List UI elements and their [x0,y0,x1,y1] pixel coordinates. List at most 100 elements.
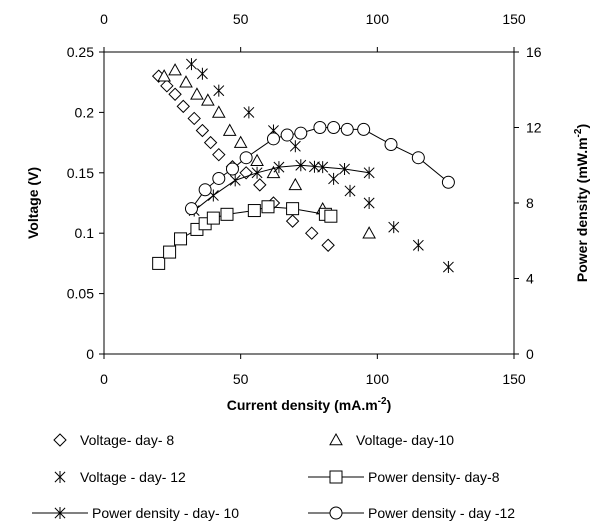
x-top-tick-label: 150 [502,11,526,27]
star-marker [229,174,241,187]
star-marker [54,471,66,483]
triangle-marker [288,177,303,191]
triangle-marker [266,165,281,179]
diamond-marker [53,433,67,447]
y2-axis-title: Power density (mW.m-2) [573,124,590,282]
square-marker [174,232,188,246]
circle-marker [329,506,343,520]
circle-marker [340,122,354,136]
triangle-marker [201,93,215,106]
y2-tick-label: 12 [526,120,542,136]
star-marker [328,172,340,185]
plot-area [103,51,515,355]
circle-marker [225,162,239,176]
triangle-marker [157,69,171,82]
triangle-marker [233,135,248,148]
circle-marker [313,121,327,134]
legend: Voltage- day- 8 Voltage- day-10 Voltage - … [32,432,515,521]
y2-tick-label: 4 [526,271,534,287]
diamond-marker [285,214,300,228]
diamond-marker [160,79,174,93]
triangle-marker [211,105,226,118]
diamond-marker [168,87,182,101]
star-marker [344,184,356,197]
circle-marker [411,151,425,165]
diamond-marker [195,123,210,138]
y-axis-title: Voltage (V) [25,167,41,239]
star-marker [339,163,350,176]
y-tick-label: 0.25 [67,44,94,60]
diamond-marker [176,99,190,114]
diamond-marker [212,147,226,162]
circle-marker [294,126,308,140]
circle-marker [184,202,198,216]
series-4 [152,200,338,270]
triangle-marker [168,63,182,76]
star-marker [363,166,375,179]
circle-marker [212,171,226,185]
y-tick-label: 0.15 [67,165,94,181]
legend-label: Voltage- day- 8 [80,432,174,448]
star-marker [295,159,307,172]
square-marker [247,204,261,218]
triangle-marker [362,226,376,239]
series-line [193,164,370,211]
square-marker [286,202,300,216]
square-marker [152,256,166,270]
triangle-marker [329,432,343,446]
y2-tick-label: 0 [526,346,534,362]
x-top-tick-label: 100 [366,11,390,27]
legend-label: Voltage- day-10 [356,432,454,448]
star-marker [213,84,225,97]
legend-label: Power density - day -12 [368,505,515,521]
triangle-marker [179,75,193,88]
x-tick-label: 150 [502,371,526,387]
square-marker [220,207,234,221]
circle-marker [327,121,341,134]
star-marker [196,67,208,80]
diamond-marker [321,238,335,252]
y-tick-label: 0.1 [75,225,95,241]
circle-marker [357,122,371,136]
y-tick-label: 0.05 [67,286,94,302]
star-marker [54,507,66,519]
series-6 [184,121,455,216]
x-top-tick-label: 0 [100,11,108,27]
x-tick-label: 50 [233,371,249,387]
legend-entry: Voltage- day-10 [329,432,454,448]
circle-marker [198,183,212,197]
square-marker [261,200,275,214]
diamond-marker [187,111,201,126]
square-marker [329,470,343,484]
circle-marker [239,151,253,165]
diamond-marker [305,226,319,240]
legend-entry: Voltage - day- 12 [54,469,186,485]
triangle-marker [222,123,237,136]
star-marker [251,166,263,179]
star-marker [243,106,255,119]
series-3 [186,58,454,274]
square-marker [206,211,220,225]
series-layer [151,58,455,274]
y2-tick-label: 8 [526,195,534,211]
star-marker [317,161,329,174]
legend-entry: Power density - day- 10 [32,505,239,521]
y2-tick-label: 16 [526,44,542,60]
legend-entry: Power density - day -12 [308,505,515,521]
square-marker [324,209,338,223]
legend-label: Power density- day-8 [368,469,500,485]
x-axis-title: Current density (mA.m-2) [227,396,392,413]
star-marker [186,58,197,71]
legend-entry: Power density- day-8 [308,469,500,485]
circle-marker [441,175,455,189]
triangle-marker [190,87,204,100]
square-marker [163,245,177,259]
legend-entry: Voltage- day- 8 [53,432,174,448]
circle-marker [266,132,280,146]
legend-label: Power density - day- 10 [92,505,239,521]
circle-marker [280,128,294,142]
x-tick-label: 100 [366,371,390,387]
triangle-marker [250,153,264,167]
